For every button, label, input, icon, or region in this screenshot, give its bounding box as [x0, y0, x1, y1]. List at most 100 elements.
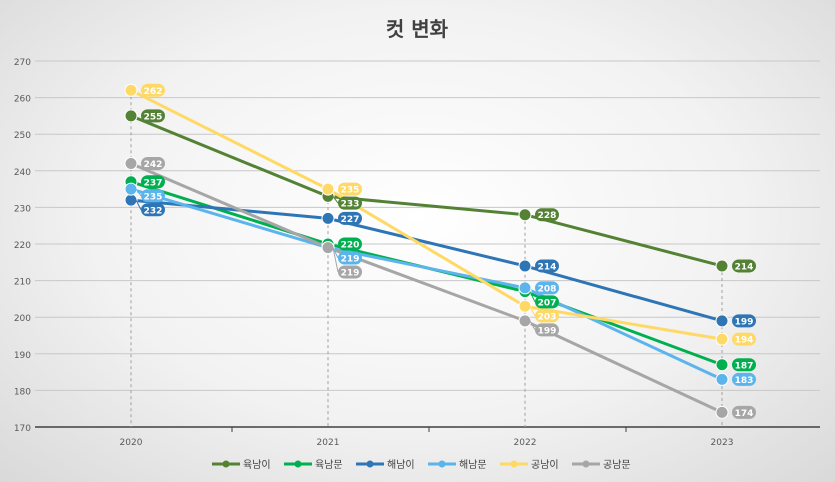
- series-line: [130, 114, 723, 268]
- data-point: [518, 314, 532, 328]
- data-point: [715, 259, 729, 273]
- data-label: 227: [341, 215, 360, 225]
- data-label-bg: [338, 182, 362, 196]
- legend-marker: [222, 460, 230, 468]
- label-leader: [529, 320, 536, 331]
- data-label-bg: [732, 314, 756, 328]
- data-label-bg: [338, 211, 362, 225]
- data-label-bg: [732, 372, 756, 386]
- data-label-bg: [732, 405, 756, 419]
- legend-label: 해남이: [387, 458, 415, 471]
- label-leader: [135, 199, 142, 211]
- data-point: [715, 358, 729, 372]
- data-point: [518, 259, 532, 273]
- series-line: [130, 198, 723, 323]
- data-point: [124, 193, 138, 207]
- legend-marker: [510, 460, 518, 468]
- data-label-bg: [535, 208, 559, 222]
- data-label: 235: [341, 186, 360, 196]
- data-label: 199: [538, 326, 557, 336]
- data-point: [321, 211, 335, 225]
- y-tick-label: 170: [14, 424, 31, 434]
- data-label: 214: [538, 262, 557, 272]
- data-label: 199: [735, 317, 754, 327]
- data-label: 207: [538, 298, 557, 308]
- legend-marker: [438, 460, 446, 468]
- data-point: [124, 182, 138, 196]
- data-point: [518, 208, 532, 222]
- legend-label: 해남문: [459, 458, 487, 471]
- label-leader: [529, 305, 536, 317]
- y-tick-label: 200: [14, 314, 31, 324]
- data-label-bg: [732, 358, 756, 372]
- y-tick-label: 210: [14, 278, 31, 288]
- x-tick-label: 2021: [317, 438, 340, 448]
- data-label-bg: [141, 156, 165, 170]
- data-label-bg: [535, 259, 559, 273]
- data-label: 219: [341, 269, 360, 279]
- y-tick-label: 180: [14, 387, 31, 397]
- x-tick-label: 2020: [120, 438, 143, 448]
- legend-label: 육남이: [243, 459, 271, 471]
- data-label-bg: [535, 323, 559, 337]
- data-point: [124, 83, 138, 97]
- data-label: 235: [144, 192, 163, 202]
- data-label: 220: [341, 241, 360, 251]
- legend-label: 육남문: [315, 459, 343, 471]
- data-label: 262: [144, 87, 163, 97]
- y-tick-label: 270: [14, 58, 31, 68]
- data-label-bg: [141, 83, 165, 97]
- series-line: [130, 162, 723, 414]
- legend-marker: [294, 460, 302, 468]
- data-label: 203: [538, 312, 557, 322]
- data-label-bg: [141, 203, 165, 217]
- data-point: [124, 156, 138, 170]
- legend-marker: [366, 460, 374, 468]
- label-leader: [135, 188, 142, 197]
- data-label-bg: [141, 175, 165, 189]
- data-point: [715, 405, 729, 419]
- data-label-bg: [535, 309, 559, 323]
- data-label: 233: [341, 200, 360, 210]
- label-leader: [332, 196, 339, 204]
- data-label: 228: [538, 211, 557, 221]
- data-label-bg: [338, 265, 362, 279]
- y-tick-label: 250: [14, 131, 31, 141]
- data-label: 208: [538, 284, 557, 294]
- data-point: [518, 299, 532, 313]
- data-label: 214: [735, 262, 754, 272]
- data-label: 174: [735, 409, 754, 419]
- data-point: [715, 372, 729, 386]
- y-tick-label: 260: [14, 95, 31, 105]
- data-label-bg: [535, 295, 559, 309]
- x-tick-label: 2023: [711, 438, 734, 448]
- data-point: [321, 182, 335, 196]
- label-leader: [332, 247, 339, 273]
- data-point: [321, 241, 335, 255]
- data-label-bg: [141, 109, 165, 123]
- data-label: 255: [144, 112, 163, 122]
- data-label-bg: [338, 237, 362, 251]
- data-label-bg: [338, 251, 362, 265]
- data-label: 183: [735, 376, 754, 386]
- y-tick-label: 190: [14, 351, 31, 361]
- series-line: [130, 187, 723, 381]
- data-label-bg: [535, 281, 559, 295]
- series-line: [130, 88, 723, 341]
- data-label: 219: [341, 255, 360, 265]
- data-point: [715, 314, 729, 328]
- data-label: 237: [144, 178, 163, 188]
- y-tick-label: 240: [14, 168, 31, 178]
- data-label: 232: [144, 206, 163, 216]
- x-tick-label: 2022: [514, 438, 537, 448]
- data-label: 242: [144, 160, 163, 170]
- data-point: [715, 332, 729, 346]
- legend-label: 공남문: [603, 459, 631, 471]
- y-tick-label: 220: [14, 241, 31, 251]
- y-tick-label: 230: [14, 204, 31, 214]
- data-point: [124, 109, 138, 123]
- data-label-bg: [732, 332, 756, 346]
- data-label-bg: [141, 189, 165, 203]
- data-label-bg: [732, 259, 756, 273]
